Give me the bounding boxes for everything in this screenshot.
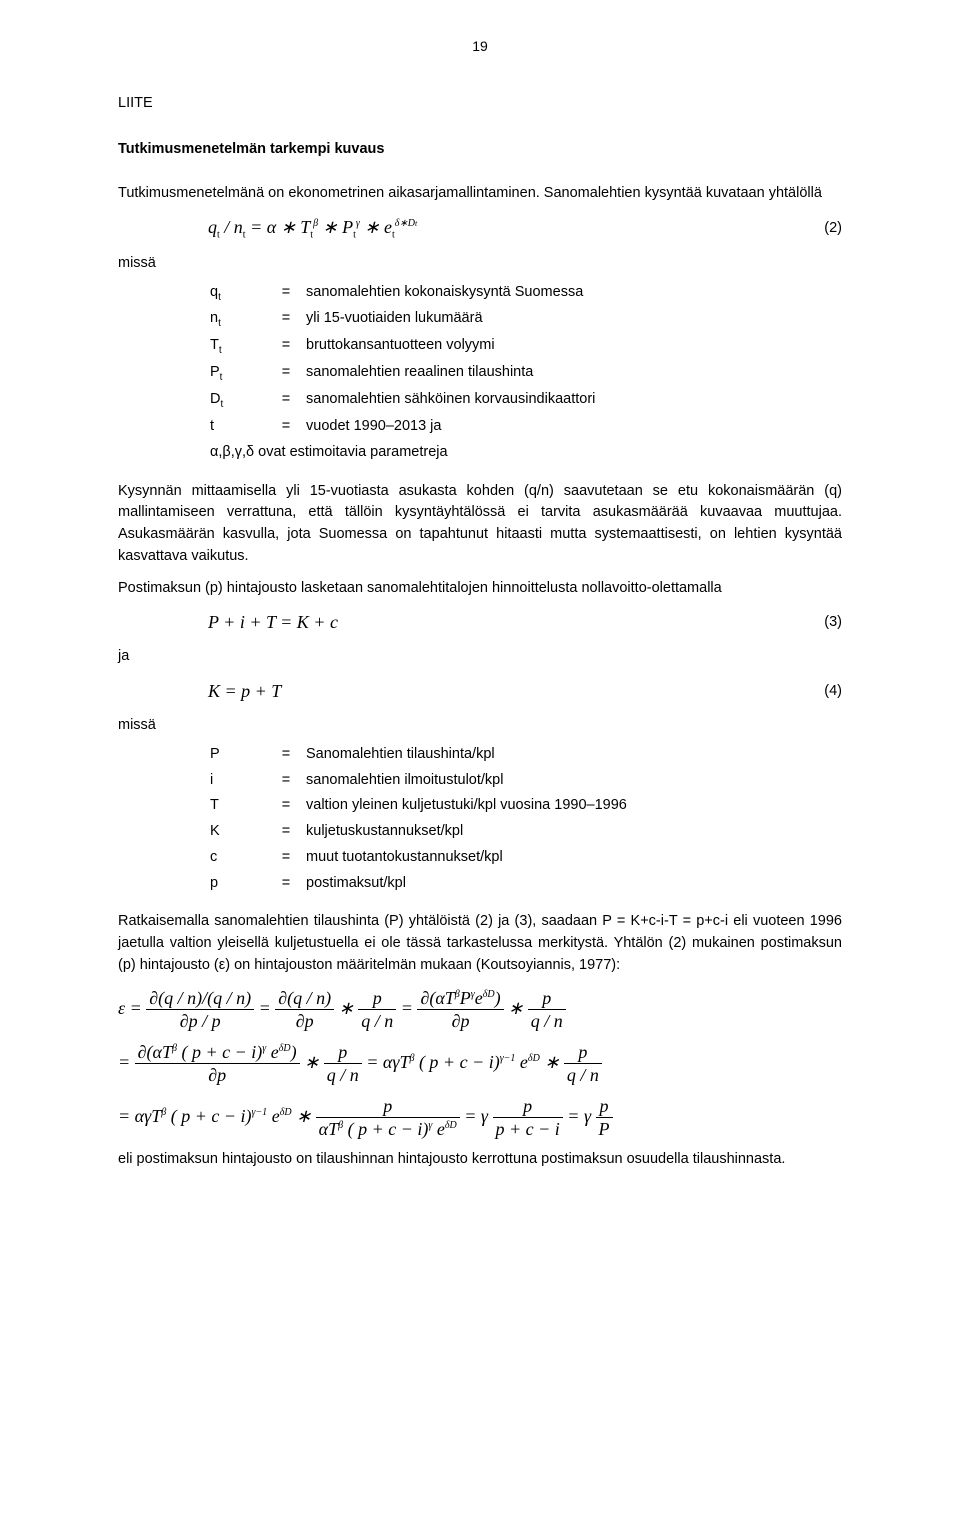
paragraph-4: Ratkaisemalla sanomalehtien tilaushinta … <box>118 911 842 976</box>
derivation-line-1: ε = ∂(q / n)/(q / n) ∂p / p = ∂(q / n) ∂… <box>118 987 842 1033</box>
equation-2: qt / nt = α ∗ Ttβ ∗ Ptγ ∗ etδ∗Dt (2) <box>118 214 842 243</box>
def-row: Dt=sanomalehtien sähköinen korvausindika… <box>210 388 601 413</box>
def-row: c=muut tuotantokustannukset/kpl <box>210 846 633 870</box>
eq4-body: K = p + T <box>208 678 281 705</box>
def-row: Pt=sanomalehtien reaalinen tilaushinta <box>210 361 601 386</box>
missa-label-1: missä <box>118 253 842 275</box>
def-row: t=vuodet 1990–2013 ja <box>210 415 601 439</box>
closing-paragraph: eli postimaksun hintajousto on tilaushin… <box>118 1149 842 1171</box>
def-row: T=valtion yleinen kuljetustuki/kpl vuosi… <box>210 794 633 818</box>
subheading: Tutkimusmenetelmän tarkempi kuvaus <box>118 139 842 161</box>
def-row: K=kuljetuskustannukset/kpl <box>210 820 633 844</box>
heading-liite: LIITE <box>118 93 842 115</box>
ja-label: ja <box>118 646 842 668</box>
def-row: α,β,γ,δ ovat estimoitavia parametreja <box>210 441 601 465</box>
missa-label-2: missä <box>118 715 842 737</box>
eq3-number: (3) <box>804 612 842 634</box>
definitions-2: P=Sanomalehtien tilaushinta/kpl i=sanoma… <box>208 741 635 898</box>
page-number: 19 <box>118 36 842 57</box>
paragraph-2: Kysynnän mittaamisella yli 15-vuotiasta … <box>118 481 842 568</box>
eq4-number: (4) <box>804 681 842 703</box>
def-row: nt=yli 15-vuotiaiden lukumäärä <box>210 307 601 332</box>
def-row: Tt=bruttokansantuotteen volyymi <box>210 334 601 359</box>
definitions-1: qt=sanomalehtien kokonaiskysyntä Suomess… <box>208 279 603 467</box>
page: 19 LIITE Tutkimusmenetelmän tarkempi kuv… <box>0 0 960 1522</box>
def-row: i=sanomalehtien ilmoitustulot/kpl <box>210 769 633 793</box>
derivation-line-3: = αγTβ ( p + c − i)γ−1 eδD ∗ p αTβ ( p +… <box>118 1095 842 1141</box>
eq3-body: P + i + T = K + c <box>208 609 338 636</box>
eq2-body: qt / nt = α ∗ Ttβ ∗ Ptγ ∗ etδ∗Dt <box>208 214 417 243</box>
def-row: qt=sanomalehtien kokonaiskysyntä Suomess… <box>210 281 601 306</box>
def-row: p=postimaksut/kpl <box>210 872 633 896</box>
derivation-line-2: = ∂(αTβ ( p + c − i)γ eδD) ∂p ∗ p q / n … <box>118 1041 842 1087</box>
equation-3: P + i + T = K + c (3) <box>118 609 842 636</box>
def-row: P=Sanomalehtien tilaushinta/kpl <box>210 743 633 767</box>
intro-paragraph: Tutkimusmenetelmänä on ekonometrinen aik… <box>118 183 842 205</box>
eq2-number: (2) <box>804 218 842 240</box>
paragraph-3: Postimaksun (p) hintajousto lasketaan sa… <box>118 578 842 600</box>
equation-4: K = p + T (4) <box>118 678 842 705</box>
